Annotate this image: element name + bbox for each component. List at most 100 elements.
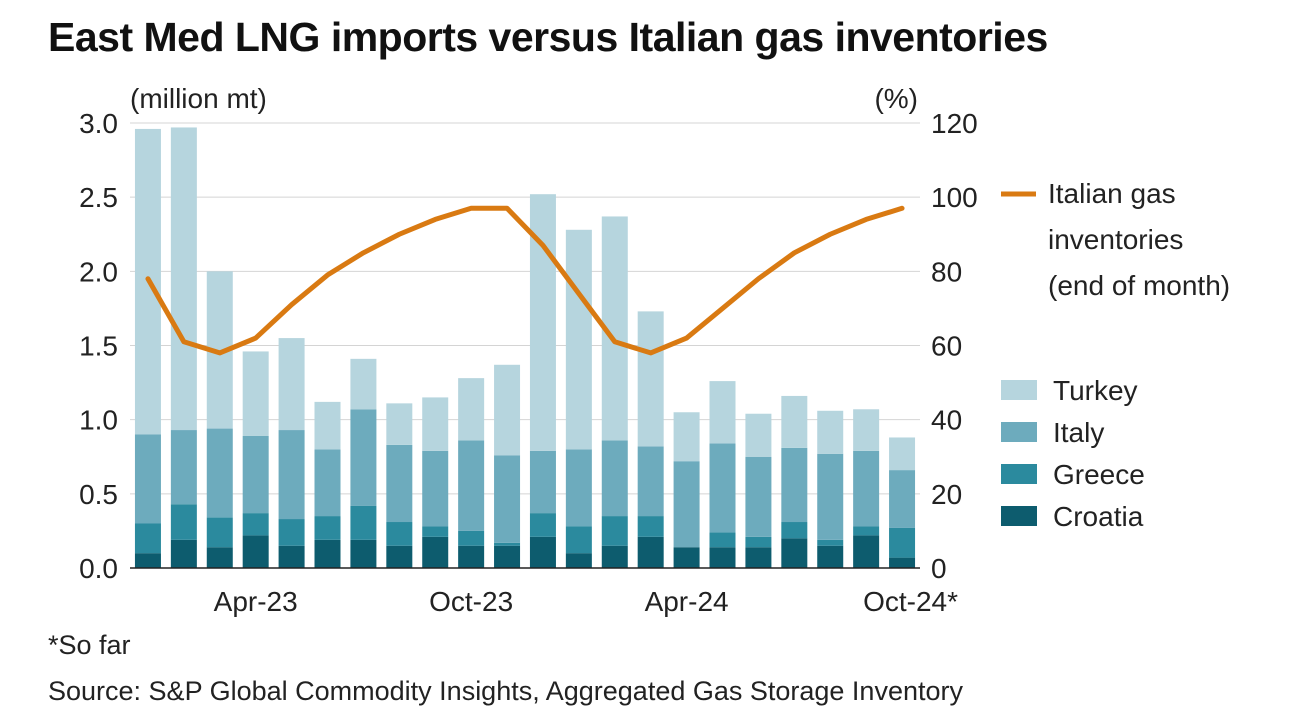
bar-greece-10 xyxy=(494,542,521,546)
bar-turkey-10 xyxy=(494,364,521,456)
bar-croatia-6 xyxy=(350,539,377,568)
bar-italy-12 xyxy=(565,449,592,527)
y-left-tick-label: 1.5 xyxy=(79,331,118,362)
bar-turkey-7 xyxy=(386,403,413,445)
legend-label-croatia: Croatia xyxy=(1053,501,1144,532)
bar-turkey-5 xyxy=(314,401,341,450)
bar-turkey-17 xyxy=(745,413,772,457)
bar-croatia-7 xyxy=(386,545,413,568)
legend-line-label: (end of month) xyxy=(1048,270,1230,301)
bar-greece-4 xyxy=(278,519,305,546)
y-right-tick-label: 80 xyxy=(931,256,962,287)
bar-turkey-6 xyxy=(350,358,377,410)
bar-italy-19 xyxy=(817,453,844,540)
y-left-tick-label: 1.0 xyxy=(79,405,118,436)
bar-italy-7 xyxy=(386,444,413,523)
legend: Italian gas inventories (end of month) Turk… xyxy=(1001,178,1230,532)
y-left-tick-label: 3.0 xyxy=(79,108,118,139)
bar-italy-16 xyxy=(709,443,736,533)
bar-greece-17 xyxy=(745,536,772,548)
bar-italy-2 xyxy=(206,428,233,518)
bar-croatia-0 xyxy=(134,553,161,568)
bar-croatia-2 xyxy=(206,547,233,568)
legend-line-label: Italian gas xyxy=(1048,178,1176,209)
inventory-line xyxy=(145,205,905,356)
bar-croatia-21 xyxy=(889,557,916,568)
legend-label-greece: Greece xyxy=(1053,459,1145,490)
bar-croatia-4 xyxy=(278,545,305,568)
bar-croatia-9 xyxy=(458,545,485,568)
bar-italy-17 xyxy=(745,456,772,537)
bar-turkey-18 xyxy=(781,395,808,448)
bar-turkey-4 xyxy=(278,338,305,431)
bar-greece-14 xyxy=(637,516,664,537)
bar-turkey-15 xyxy=(673,412,700,462)
y-right-tick-label: 20 xyxy=(931,479,962,510)
legend-line-label: inventories xyxy=(1048,224,1183,255)
bar-turkey-20 xyxy=(853,409,880,451)
bar-greece-21 xyxy=(889,527,916,558)
legend-swatch-italy xyxy=(1001,422,1037,442)
bars xyxy=(134,127,916,568)
bar-greece-8 xyxy=(422,526,449,537)
bar-croatia-19 xyxy=(817,545,844,568)
bar-turkey-16 xyxy=(709,381,736,444)
bar-greece-3 xyxy=(242,513,269,536)
bar-italy-4 xyxy=(278,430,305,520)
bar-greece-11 xyxy=(529,513,556,537)
chart-title: East Med LNG imports versus Italian gas … xyxy=(48,14,1048,60)
bar-turkey-14 xyxy=(637,311,664,447)
bar-croatia-15 xyxy=(673,547,700,568)
bar-italy-0 xyxy=(134,434,161,524)
bar-turkey-19 xyxy=(817,410,844,454)
y-right-tick-label: 60 xyxy=(931,331,962,362)
bar-italy-6 xyxy=(350,409,377,506)
bar-croatia-13 xyxy=(601,545,628,568)
bar-turkey-21 xyxy=(889,437,916,471)
x-tick-label: Apr-24 xyxy=(645,586,729,617)
bar-greece-18 xyxy=(781,522,808,539)
axes-labels: 0.0 0.5 1.0 1.5 2.0 2.5 3.0 0 20 40 60 80 100 120 (mil… xyxy=(79,83,978,617)
y-left-tick-label: 0.5 xyxy=(79,479,118,510)
bar-greece-2 xyxy=(206,517,233,548)
y-left-unit-label: (million mt) xyxy=(130,83,267,114)
legend-swatch-greece xyxy=(1001,464,1037,484)
bar-italy-20 xyxy=(853,450,880,527)
bar-italy-11 xyxy=(529,450,556,514)
bar-croatia-12 xyxy=(565,553,592,568)
y-right-tick-label: 0 xyxy=(931,553,947,584)
bar-italy-1 xyxy=(170,430,197,505)
y-left-tick-label: 2.5 xyxy=(79,182,118,213)
bar-greece-16 xyxy=(709,532,736,548)
y-right-tick-label: 120 xyxy=(931,108,978,139)
legend-label-turkey: Turkey xyxy=(1053,375,1138,406)
bar-greece-6 xyxy=(350,505,377,540)
bar-italy-15 xyxy=(673,461,700,548)
bar-greece-5 xyxy=(314,516,341,540)
bar-greece-13 xyxy=(601,516,628,546)
bar-croatia-5 xyxy=(314,539,341,568)
bar-italy-18 xyxy=(781,447,808,523)
bar-italy-3 xyxy=(242,435,269,514)
bar-greece-1 xyxy=(170,504,197,540)
y-right-unit-label: (%) xyxy=(874,83,918,114)
bar-croatia-11 xyxy=(529,536,556,568)
legend-swatch-croatia xyxy=(1001,506,1037,526)
bar-turkey-3 xyxy=(242,351,269,436)
bar-croatia-18 xyxy=(781,538,808,568)
bar-turkey-12 xyxy=(565,229,592,450)
x-tick-label: Oct-24* xyxy=(863,586,958,617)
bar-greece-7 xyxy=(386,522,413,546)
bar-greece-9 xyxy=(458,530,485,546)
bar-italy-8 xyxy=(422,450,449,527)
bar-greece-12 xyxy=(565,526,592,554)
bar-italy-14 xyxy=(637,446,664,517)
bar-turkey-9 xyxy=(458,378,485,441)
bar-turkey-1 xyxy=(170,127,197,431)
x-tick-label: Apr-23 xyxy=(214,586,298,617)
bar-italy-21 xyxy=(889,470,916,528)
bar-croatia-14 xyxy=(637,536,664,568)
y-right-tick-label: 40 xyxy=(931,405,962,436)
x-tick-label: Oct-23 xyxy=(429,586,513,617)
